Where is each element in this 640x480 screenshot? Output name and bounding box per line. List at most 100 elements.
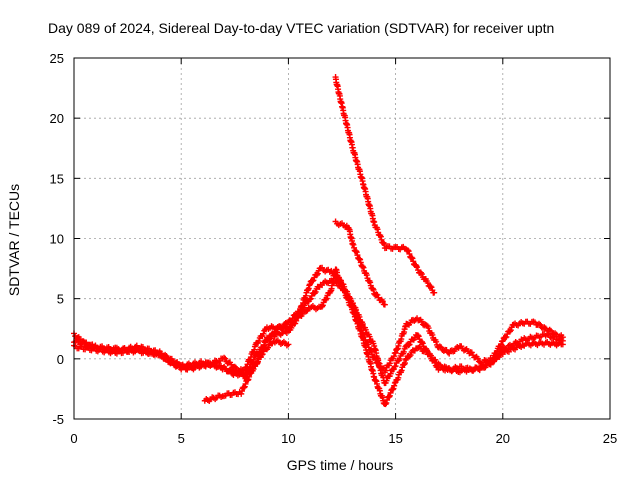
data-point	[314, 270, 321, 277]
data-point	[288, 324, 295, 331]
grid-lines	[74, 58, 610, 419]
data-point	[431, 289, 438, 296]
data-point	[241, 384, 248, 391]
data-point	[433, 338, 440, 345]
series-track-f	[201, 337, 292, 405]
data-point	[232, 364, 239, 371]
data-point	[383, 399, 390, 406]
data-point	[502, 334, 509, 341]
data-point	[419, 340, 426, 347]
data-point	[407, 352, 414, 359]
data-point	[427, 283, 434, 290]
series-track-c	[71, 266, 566, 408]
data-point	[323, 295, 330, 302]
data-point	[418, 339, 425, 346]
data-point	[409, 255, 416, 262]
data-point	[404, 247, 411, 254]
data-point	[424, 279, 431, 286]
data-point	[390, 353, 397, 360]
data-point	[240, 367, 247, 374]
data-point	[386, 393, 393, 400]
data-point	[400, 348, 407, 355]
data-point	[382, 401, 389, 408]
y-tick-label: 5	[57, 292, 64, 307]
data-point	[362, 326, 369, 333]
series-track-e	[332, 74, 438, 296]
data-point	[231, 363, 238, 370]
data-point	[418, 318, 425, 325]
data-point	[427, 352, 434, 359]
data-point	[499, 337, 506, 344]
data-point	[498, 341, 505, 348]
data-point	[423, 348, 430, 355]
data-point	[410, 258, 417, 265]
data-point	[491, 357, 498, 364]
data-point	[415, 333, 422, 340]
data-point	[414, 264, 421, 271]
data-point	[312, 288, 319, 295]
data-point	[559, 334, 566, 341]
x-tick-label: 15	[388, 431, 402, 446]
data-point	[238, 388, 245, 395]
data-point	[386, 360, 393, 367]
data-point	[254, 358, 261, 365]
data-point	[405, 248, 412, 255]
data-point	[241, 383, 248, 390]
data-point	[392, 363, 399, 370]
data-point	[503, 333, 510, 340]
data-point	[387, 389, 394, 396]
data-point	[376, 360, 383, 367]
data-point	[306, 281, 313, 288]
series-track-b	[71, 264, 566, 377]
data-point	[221, 354, 228, 361]
data-point	[303, 308, 310, 315]
data-point	[375, 359, 382, 366]
data-point	[250, 366, 257, 373]
data-point	[418, 271, 425, 278]
data-point	[307, 295, 314, 302]
data-point	[389, 386, 396, 393]
y-tick-label: 20	[50, 111, 64, 126]
data-point	[490, 358, 497, 365]
data-point	[309, 278, 316, 285]
data-point	[306, 296, 313, 303]
data-point	[222, 355, 229, 362]
data-point	[428, 284, 435, 291]
data-point	[382, 367, 389, 374]
data-point	[408, 254, 415, 261]
data-point	[425, 325, 432, 332]
data-point	[559, 341, 566, 348]
data-point	[414, 332, 421, 339]
x-tick-label: 20	[496, 431, 510, 446]
data-point	[246, 373, 253, 380]
data-point	[506, 328, 513, 335]
data-point	[381, 301, 388, 308]
data-point	[285, 341, 292, 348]
data-point	[374, 291, 381, 298]
data-point	[293, 317, 300, 324]
data-point	[474, 355, 481, 362]
data-point	[405, 342, 412, 349]
data-point	[319, 303, 326, 310]
data-point	[299, 311, 306, 318]
y-tick-label: 10	[50, 232, 64, 247]
data-point	[406, 250, 413, 257]
data-point	[310, 277, 317, 284]
data-point	[383, 377, 390, 384]
data-point	[260, 330, 267, 337]
data-point	[283, 329, 290, 336]
x-tick-label: 0	[70, 431, 77, 446]
data-points	[71, 74, 566, 408]
chart-title: Day 089 of 2024, Sidereal Day-to-day VTE…	[48, 20, 554, 36]
x-axis-label: GPS time / hours	[287, 457, 394, 473]
data-point	[327, 288, 334, 295]
data-point	[245, 376, 252, 383]
x-tick-label: 5	[178, 431, 185, 446]
data-point	[265, 344, 272, 351]
data-point	[387, 370, 394, 377]
data-point	[379, 298, 386, 305]
data-point	[244, 377, 251, 384]
x-tick-label: 10	[281, 431, 295, 446]
data-point	[390, 385, 397, 392]
